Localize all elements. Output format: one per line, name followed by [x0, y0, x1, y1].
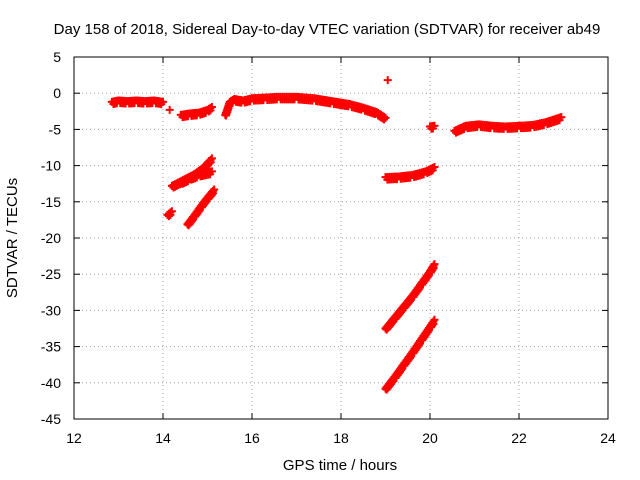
grid-layer	[74, 57, 608, 419]
data-point	[429, 319, 438, 328]
y-tick-label: -5	[49, 121, 62, 137]
y-tick-label: -35	[41, 339, 61, 355]
data-point	[166, 210, 175, 219]
x-tick-label: 12	[66, 430, 82, 446]
data-point	[430, 260, 439, 269]
data-point	[397, 366, 406, 375]
chart-title: Day 158 of 2018, Sidereal Day-to-day VTE…	[54, 21, 601, 38]
data-point	[207, 102, 216, 111]
data-point	[165, 105, 174, 114]
data-point	[381, 113, 390, 122]
data-point	[423, 328, 432, 337]
x-tick-label: 16	[244, 430, 260, 446]
y-axis-label: SDTVAR / TECUs	[4, 178, 21, 298]
y-tick-label: 5	[53, 49, 61, 65]
y-tick-label: -25	[41, 266, 61, 282]
data-point	[423, 272, 432, 281]
data-point	[430, 163, 439, 172]
data-point	[397, 307, 406, 316]
data-point	[430, 315, 439, 324]
y-tick-label: -15	[41, 194, 61, 210]
data-point	[209, 189, 218, 198]
y-tick-label: -20	[41, 230, 61, 246]
x-tick-label: 14	[155, 430, 171, 446]
data-point	[428, 321, 437, 330]
data-point	[201, 198, 210, 207]
y-tick-label: -10	[41, 158, 61, 174]
data-point	[207, 167, 216, 176]
data-point	[207, 190, 216, 199]
data-point	[206, 158, 215, 167]
data-point	[187, 216, 196, 225]
data-point	[159, 97, 167, 106]
data-point	[164, 212, 173, 221]
data-point	[383, 76, 392, 85]
data-point	[210, 185, 219, 194]
x-tick-label: 22	[511, 430, 527, 446]
data-layer	[107, 76, 566, 394]
data-point	[414, 341, 423, 350]
y-tick-label: 0	[53, 85, 61, 101]
data-point	[414, 285, 423, 294]
data-point	[194, 207, 203, 216]
data-point	[388, 318, 397, 327]
x-tick-label: 20	[422, 430, 438, 446]
y-tick-label: -40	[41, 375, 61, 391]
data-point	[405, 353, 414, 362]
data-point	[205, 159, 214, 168]
data-point	[167, 207, 176, 216]
data-point	[430, 121, 439, 130]
data-point	[557, 113, 566, 122]
y-tick-label: -30	[41, 302, 61, 318]
x-tick-label: 24	[600, 430, 616, 446]
x-tick-label: 18	[333, 430, 349, 446]
data-point	[380, 115, 389, 124]
data-point	[388, 378, 397, 387]
x-axis-label: GPS time / hours	[283, 457, 397, 474]
y-tick-label: -45	[41, 411, 61, 427]
data-point	[207, 154, 216, 163]
tick-layer: 12 14 16 18 20 22 24 5 0 -5 -10 -15 -20 -25 -30 -35 -40 -…	[41, 49, 616, 446]
data-point	[405, 297, 414, 306]
